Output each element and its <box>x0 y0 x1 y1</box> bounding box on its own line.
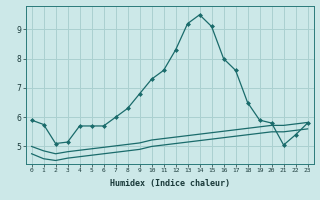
X-axis label: Humidex (Indice chaleur): Humidex (Indice chaleur) <box>109 179 230 188</box>
